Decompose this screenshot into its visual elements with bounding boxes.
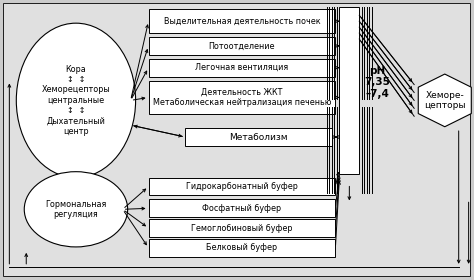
Text: Потоотделение: Потоотделение xyxy=(209,41,275,50)
Bar xyxy=(148,9,336,33)
Polygon shape xyxy=(418,74,471,127)
Text: Хеморе-
цепторы: Хеморе- цепторы xyxy=(424,91,465,110)
Bar xyxy=(148,178,336,195)
Text: Гемоглобиновый буфер: Гемоглобиновый буфер xyxy=(191,224,293,233)
Text: Белковый буфер: Белковый буфер xyxy=(206,243,278,252)
Bar xyxy=(339,7,359,174)
Text: Гормональная
регуляция: Гормональная регуляция xyxy=(45,200,107,219)
Bar xyxy=(148,37,336,55)
Text: pH
7,35
–7,4: pH 7,35 –7,4 xyxy=(364,66,390,99)
Text: Гидрокарбонатный буфер: Гидрокарбонатный буфер xyxy=(186,182,298,191)
Bar xyxy=(148,59,336,77)
Bar xyxy=(148,239,336,257)
Ellipse shape xyxy=(16,23,136,178)
Bar xyxy=(148,199,336,217)
Bar xyxy=(185,128,332,146)
Text: Кора
↕  ↕
Хеморецепторы
центральные
↕  ↕
Дыхательный
центр: Кора ↕ ↕ Хеморецепторы центральные ↕ ↕ Д… xyxy=(42,65,110,136)
Text: Выделительная деятельность почек: Выделительная деятельность почек xyxy=(164,17,320,26)
Text: Легочная вентиляция: Легочная вентиляция xyxy=(195,63,289,72)
Text: Фосфатный буфер: Фосфатный буфер xyxy=(202,204,282,213)
Text: Деятельность ЖКТ
Метаболическая нейтрализация печенью: Деятельность ЖКТ Метаболическая нейтрали… xyxy=(153,88,331,107)
Text: Метаболизм: Метаболизм xyxy=(229,132,288,141)
Ellipse shape xyxy=(24,172,128,247)
Bar xyxy=(148,219,336,237)
Bar xyxy=(148,81,336,114)
